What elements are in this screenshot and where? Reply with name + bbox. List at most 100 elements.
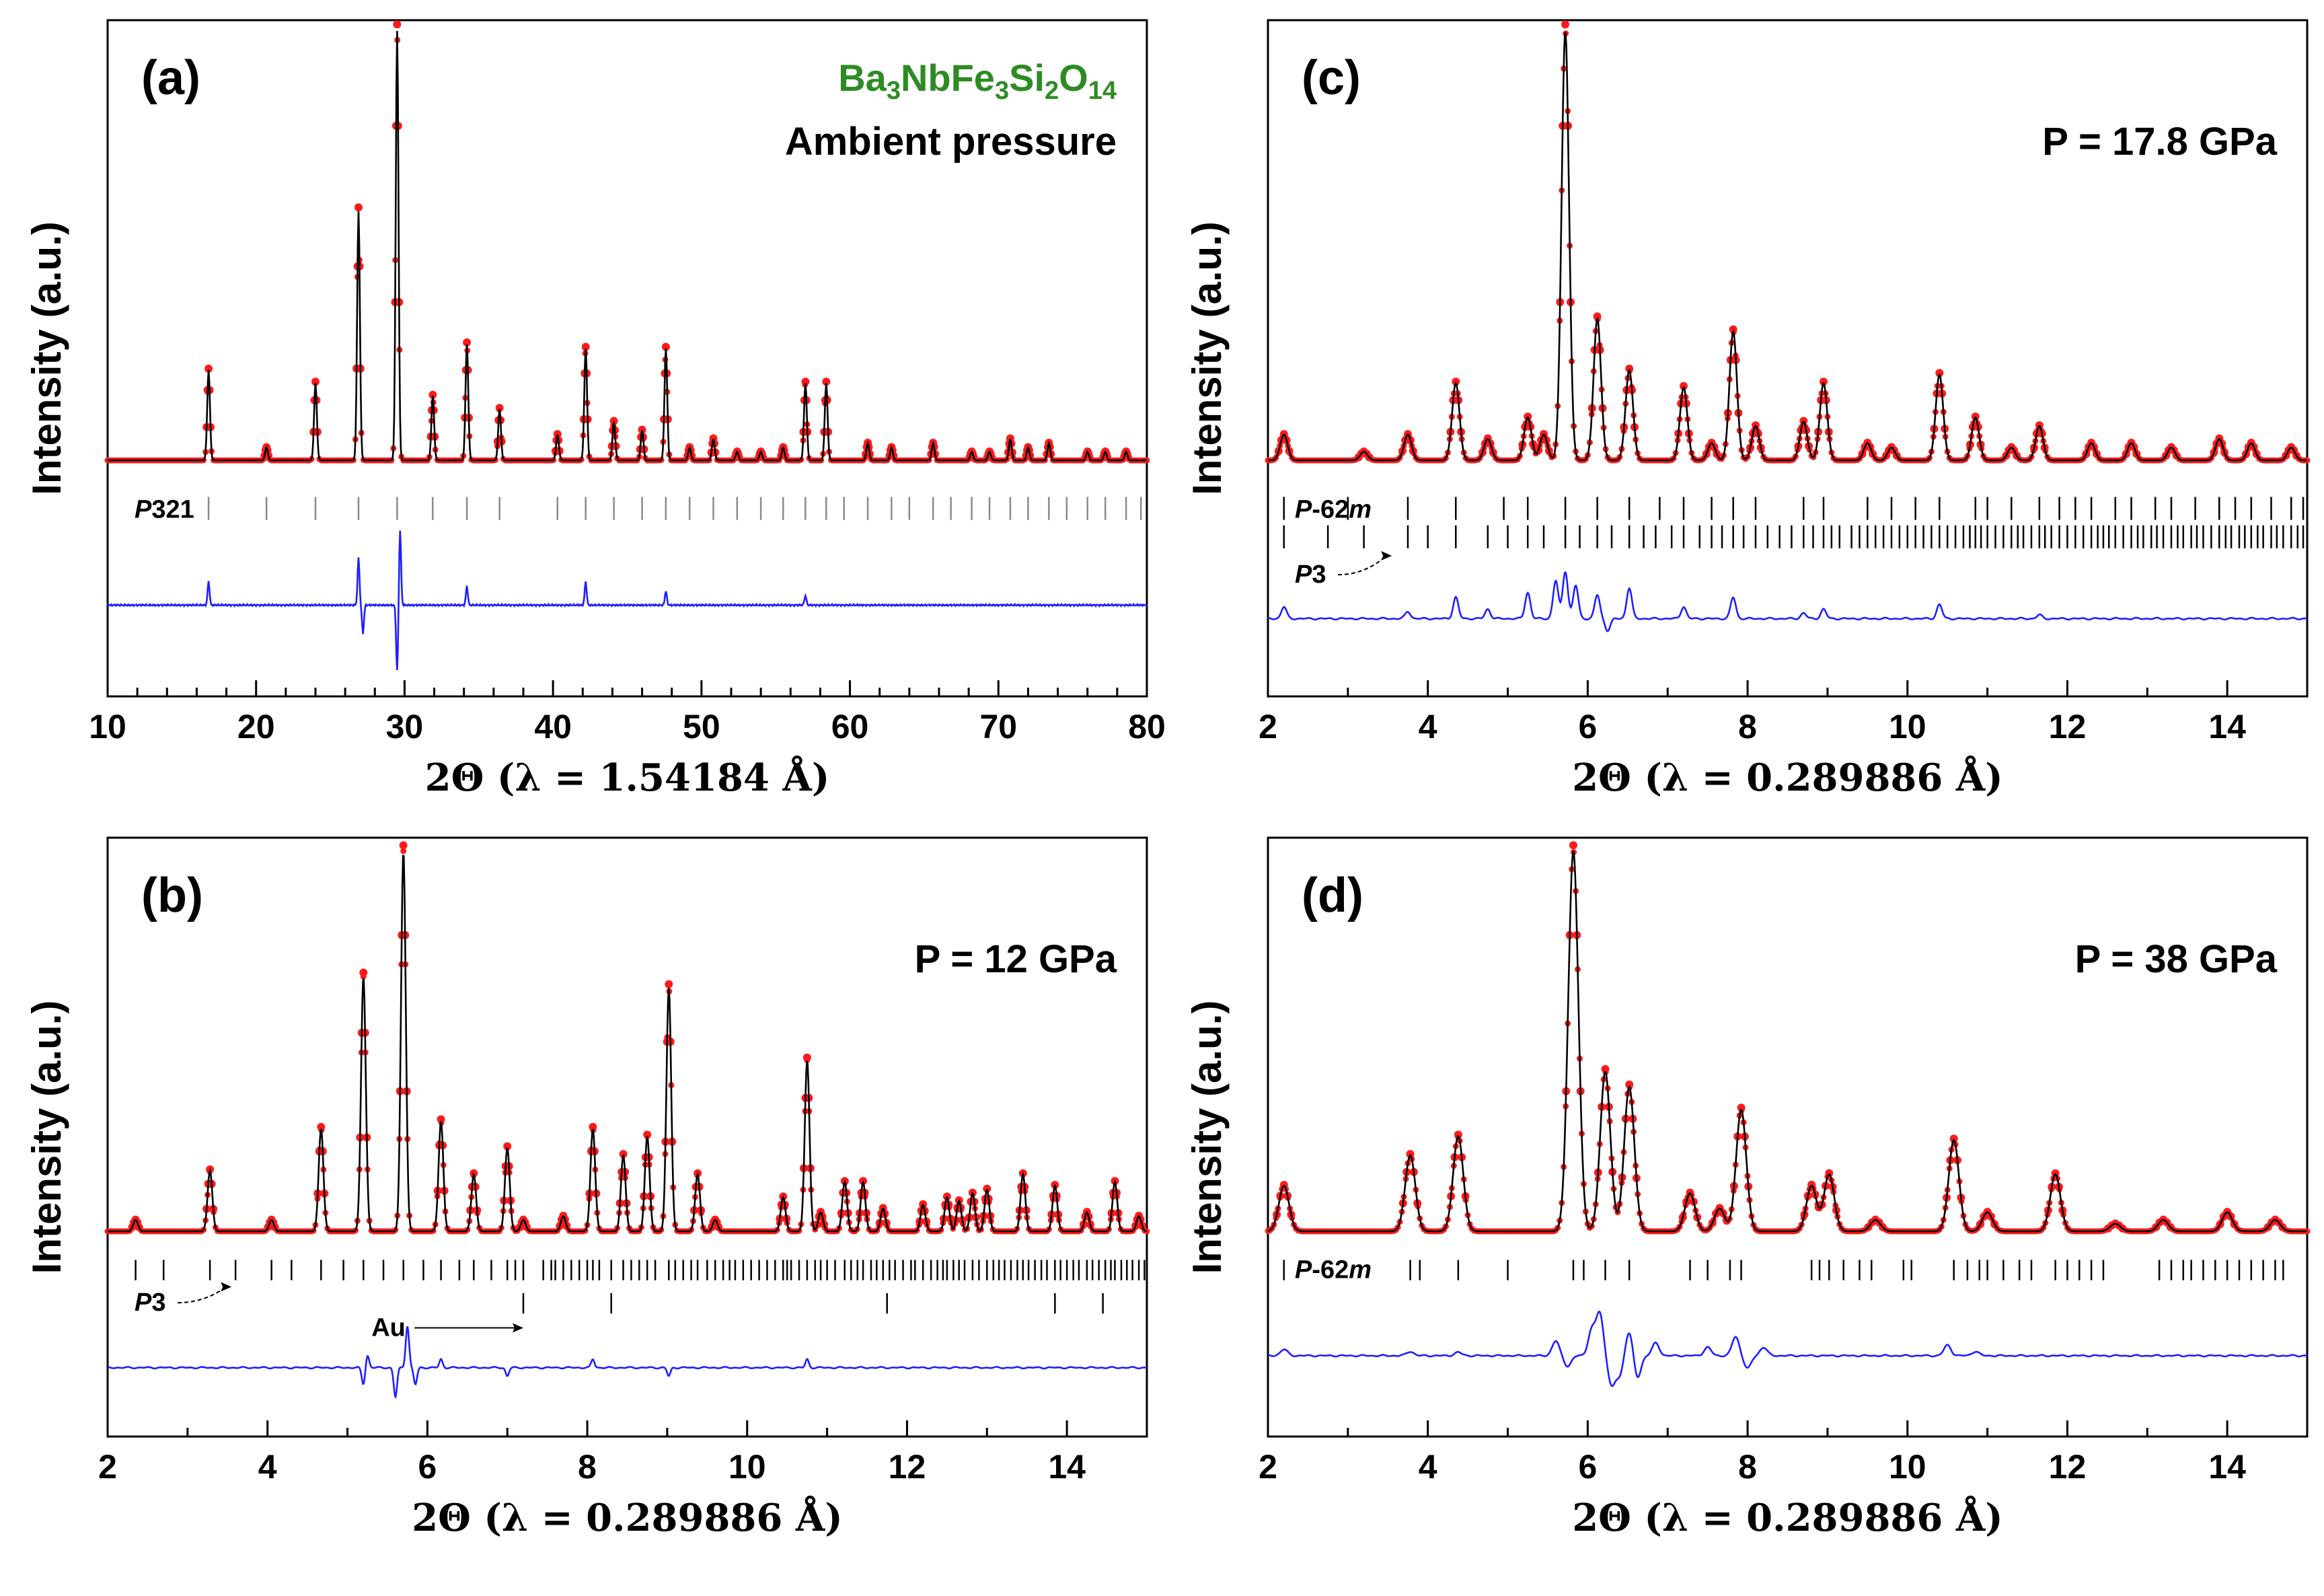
observed-peak-point [2051,1169,2060,1177]
difference-series [1267,571,2308,632]
x-tick-label: 6 [1578,708,1597,746]
plot-frame [106,19,1148,698]
observed-peak-point [665,980,673,988]
x-tick-label: 20 [237,708,275,746]
observed-series [1265,20,2311,464]
annotation-au: Au [371,1313,523,1342]
x-axis-title: 2Θ (λ = 1.54184 Å) [425,755,830,800]
observed-peak-point [495,404,504,412]
reflection-row-label: P-62m [1295,1256,1372,1284]
y-axis-title: Intensity (a.u.) [1185,221,1230,495]
x-tick-label: 10 [89,708,126,746]
x-axis: 2 4 6 8 10 12 14 [1259,680,2309,746]
calculated-series [108,30,1147,462]
x-tick-label: 8 [1738,1448,1757,1486]
panel-a: P321 10 20 30 40 50 60 70 80 2Θ (λ = 1.54184 Å) In… [24,19,1166,800]
observed-peak-point [503,1142,512,1151]
observed-peak-point [463,338,472,347]
annotation-arrow [1337,555,1387,576]
observed-peak-point [589,1122,597,1131]
y-axis-title: Intensity (a.u.) [24,221,69,495]
x-axis-title: 2Θ (λ = 0.289886 Å) [412,1495,843,1540]
x-axis-title: 2Θ (λ = 0.289886 Å) [1572,1495,2003,1540]
condition-label: P = 17.8 GPa [2042,120,2278,164]
observed-peak-point [822,377,831,386]
annotation-arrow [177,1286,227,1304]
observed-peak-point [553,430,562,439]
condition-label: P = 38 GPa [2075,937,2278,981]
x-tick-label: 10 [1889,1448,1926,1486]
observed-peak-point [204,364,213,373]
x-tick-label: 8 [578,1448,597,1486]
x-tick-label: 10 [728,1448,766,1486]
reflection-row-p3 [135,1260,1146,1280]
reflection-row-label: P321 [135,495,194,523]
annotation-label: P3 [1295,560,1326,589]
annotation-p3: P3 [135,1282,232,1317]
reflection-row-label: P-62m [1295,495,1372,523]
observed-peak-point [801,377,810,386]
x-tick-label: 2 [98,1448,117,1486]
x-tick-label: 6 [418,1448,437,1486]
x-tick-label: 12 [2049,1448,2087,1486]
x-tick-label: 14 [1048,1448,1086,1486]
observed-peak-point [1569,841,1577,850]
x-tick-label: 70 [979,708,1017,746]
difference-series [107,1326,1148,1400]
reflection-row-p62m: P-62m [1283,1256,2284,1284]
x-tick-label: 60 [831,708,869,746]
observed-peak-point [359,968,368,977]
reflection-row-au [522,1293,1104,1314]
x-axis: 2 4 6 8 10 12 14 [98,1420,1148,1486]
panel-d: P-62m 2 4 6 8 10 12 14 2Θ (λ = 0.289886 Å) Intens… [1185,836,2311,1540]
difference-series [1267,1310,2308,1387]
x-tick-label: 8 [1738,708,1757,746]
observed-peak-point [1561,20,1570,29]
x-tick-label: 2 [1259,708,1277,746]
reflection-row-p3 [1283,525,2304,548]
calculated-series [108,855,1148,1233]
plot-frame [1267,836,2309,1438]
panel-label: (a) [141,51,200,105]
x-tick-label: 30 [386,708,424,746]
observed-peak-point [619,1150,628,1159]
observed-peak-point [581,342,590,351]
observed-peak-point [393,20,402,29]
panel-label: (b) [141,869,203,922]
x-tick-label: 12 [889,1448,926,1486]
x-tick-label: 14 [2208,1448,2246,1486]
plot-frame [1267,19,2309,698]
arrow-head [1381,550,1392,560]
x-tick-label: 10 [1889,708,1926,746]
x-tick-label: 40 [534,708,572,746]
plot-frame [106,836,1148,1438]
observed-peak-point [643,1130,652,1139]
panel-b: P3 Au 2 4 6 8 10 12 14 2Θ (λ = 0.289886 Å) Intensi… [24,836,1150,1540]
x-tick-label: 6 [1578,1448,1597,1486]
annotation-label: P3 [135,1289,166,1317]
observed-peak-point [1807,1180,1816,1189]
x-tick-label: 12 [2049,708,2087,746]
calculated-series [1267,849,2307,1233]
x-axis-title: 2Θ (λ = 0.289886 Å) [1572,755,2003,800]
observed-peak-point [354,203,363,212]
observed-peak-point [428,390,437,399]
panel-c: P-62m P3 2 4 6 8 10 12 14 2Θ (λ = 0.289886 Å) Inte… [1185,19,2311,800]
annotation-p3: P3 [1295,550,1392,589]
observed-peak-point [399,841,408,850]
arrow-head [221,1282,232,1292]
y-axis-title: Intensity (a.u.) [1185,1001,1230,1274]
annotation-label: Au [371,1313,406,1342]
observed-peak-point [983,1184,991,1193]
compound-title: Ba3NbFe3Si2O14 [838,57,1117,105]
observed-series [104,841,1150,1235]
observed-peak-point [1799,416,1808,425]
condition-label: Ambient pressure [785,120,1117,164]
reflection-row-p62m: P-62m [1283,495,2304,523]
observed-peak-point [317,1122,326,1131]
x-tick-label: 4 [1419,1448,1437,1486]
y-axis-title: Intensity (a.u.) [24,1001,69,1274]
x-tick-label: 4 [258,1448,277,1486]
x-tick-label: 4 [1419,708,1437,746]
